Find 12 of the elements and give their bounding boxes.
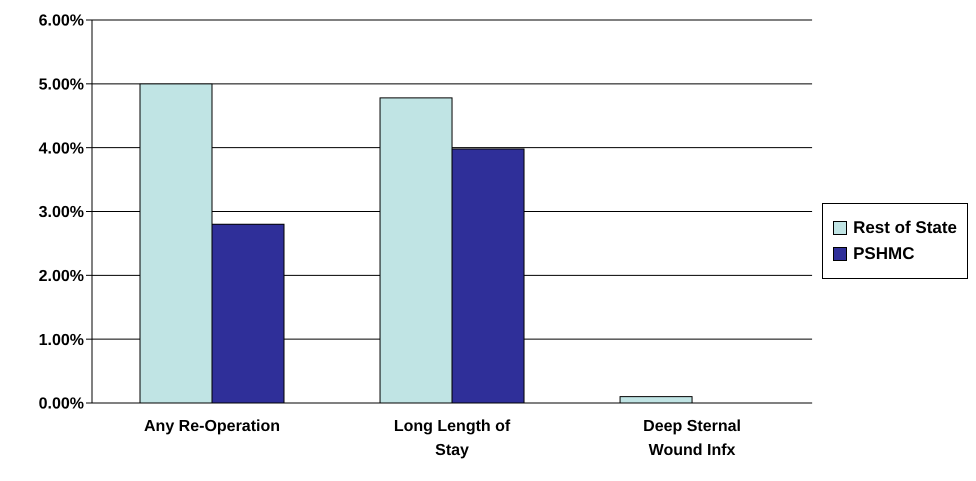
legend-label: Rest of State <box>853 218 957 238</box>
y-tick-label: 6.00% <box>38 12 84 30</box>
y-tick-label: 4.00% <box>38 140 84 158</box>
y-tick-label: 1.00% <box>38 332 84 349</box>
legend-label: PSHMC <box>853 244 914 264</box>
x-tick-label: Deep Sternal Wound Infx <box>643 418 741 459</box>
y-tick-label: 0.00% <box>38 396 84 413</box>
y-tick-label: 3.00% <box>38 204 84 222</box>
y-tick-label: 2.00% <box>38 268 84 286</box>
x-tick-label: Long Length of Stay <box>394 418 511 459</box>
y-tick-label: 5.00% <box>38 76 84 94</box>
x-tick-label: Any Re-Operation <box>144 418 280 435</box>
